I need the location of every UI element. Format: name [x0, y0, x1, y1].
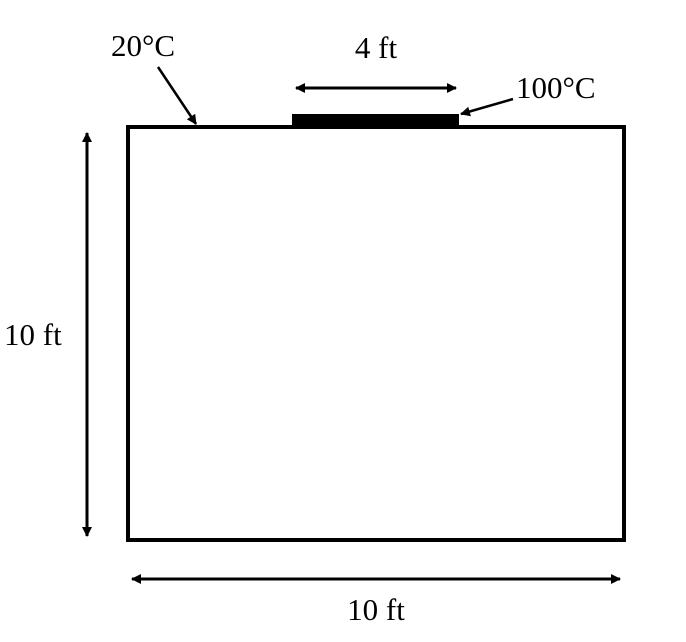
square-region — [126, 125, 626, 542]
cold-boundary-pointer — [156, 66, 198, 125]
bottom-width-label: 10 ft — [347, 592, 405, 627]
cold-temperature-label: 20°C — [111, 28, 175, 63]
hot-temperature-label: 100°C — [516, 70, 596, 105]
hot-boundary-pointer — [460, 97, 514, 117]
heated-strip — [292, 114, 459, 129]
height-label: 10 ft — [4, 317, 62, 352]
heated-width-label: 4 ft — [355, 30, 398, 65]
